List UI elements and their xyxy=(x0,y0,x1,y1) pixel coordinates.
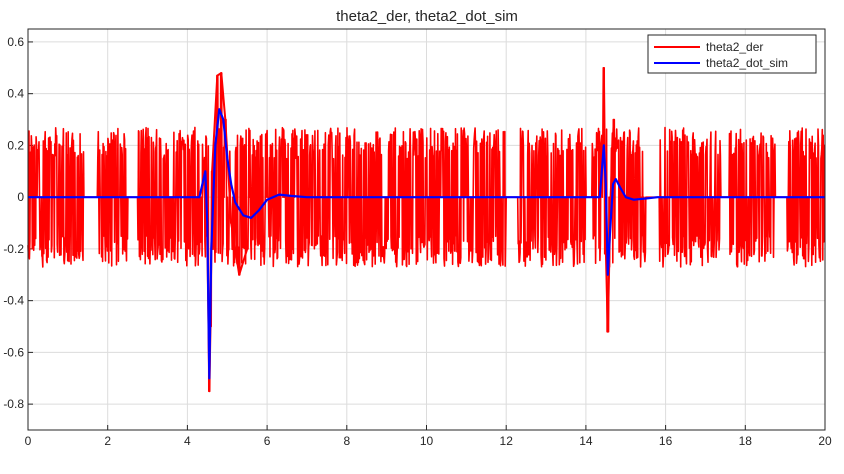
y-tick-label: -0.2 xyxy=(3,242,24,256)
x-tick-label: 10 xyxy=(420,434,434,448)
ticks: 0 2 4 6 8 10 12 14 16 18 20 -0.8 -0.6 -0.4 -0.2 0 0.2 0.4… xyxy=(3,35,832,448)
y-tick-label: 0 xyxy=(17,190,24,204)
x-tick-label: 14 xyxy=(579,434,593,448)
series-layer xyxy=(27,67,826,393)
x-tick-label: 2 xyxy=(104,434,111,448)
y-tick-label: -0.8 xyxy=(3,397,24,411)
y-tick-label: 0.2 xyxy=(7,138,24,152)
chart-title: theta2_der, theta2_dot_sim xyxy=(336,8,518,25)
x-tick-label: 16 xyxy=(659,434,673,448)
legend-box xyxy=(647,34,817,74)
series-theta2-dot-sim-line xyxy=(28,108,825,380)
legend-label: theta2_dot_sim xyxy=(706,56,788,70)
y-tick-label: 0.6 xyxy=(7,35,24,49)
y-tick-label: -0.6 xyxy=(3,345,24,359)
x-tick-label: 12 xyxy=(500,434,514,448)
x-tick-label: 18 xyxy=(739,434,753,448)
legend-label: theta2_der xyxy=(706,40,763,54)
legend: theta2_der theta2_dot_sim xyxy=(647,34,817,74)
plot-border xyxy=(27,28,826,431)
x-tick-label: 8 xyxy=(343,434,350,448)
x-tick-label: 6 xyxy=(264,434,271,448)
x-tick-label: 0 xyxy=(25,434,32,448)
x-tick-label: 4 xyxy=(184,434,191,448)
y-tick-label: -0.4 xyxy=(3,294,24,308)
y-tick-label: 0.4 xyxy=(7,87,24,101)
x-tick-label: 20 xyxy=(818,434,832,448)
